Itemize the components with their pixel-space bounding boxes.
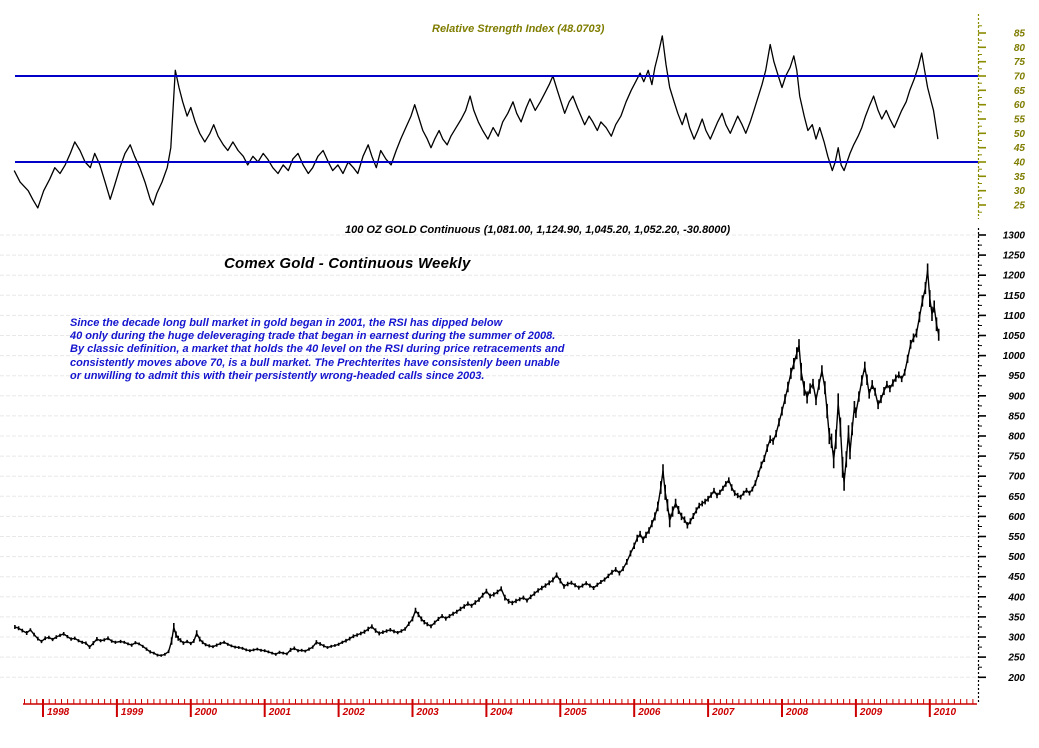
- price-axis-label: 350: [1008, 612, 1025, 623]
- annotation-line: By classic definition, a market that hol…: [70, 343, 565, 356]
- price-axis-label: 650: [1008, 492, 1025, 503]
- rsi-line: [13, 35, 939, 209]
- rsi-axis-label: 40: [1013, 158, 1026, 169]
- year-label: 2005: [563, 707, 587, 718]
- annotation-line: or unwilling to admit this with their pe…: [70, 369, 485, 382]
- rsi-axis-label: 75: [1014, 57, 1026, 68]
- price-axis-label: 1050: [1003, 331, 1026, 342]
- price-axis-label: 700: [1008, 472, 1025, 483]
- annotation-line: consistently moves above 70, is a bull m…: [70, 356, 560, 369]
- price-axis-label: 1150: [1003, 291, 1025, 302]
- annotation-line: Since the decade long bull market in gol…: [70, 317, 503, 329]
- price-axis-label: 750: [1008, 452, 1025, 463]
- rsi-axis-label: 85: [1014, 29, 1026, 40]
- year-label: 2000: [194, 707, 218, 718]
- year-label: 2008: [785, 707, 809, 718]
- annotation-text: Since the decade long bull market in gol…: [70, 317, 565, 383]
- price-close-line: [14, 269, 940, 657]
- rsi-axis-label: 30: [1014, 186, 1026, 197]
- rsi-axis-label: 45: [1013, 143, 1026, 154]
- price-axis-label: 850: [1008, 411, 1025, 422]
- price-axis-label: 550: [1008, 532, 1025, 543]
- rsi-axis-label: 55: [1014, 115, 1026, 126]
- year-label: 1999: [121, 707, 144, 718]
- year-label: 2002: [342, 707, 366, 718]
- rsi-axis-label: 70: [1014, 72, 1026, 83]
- year-label: 1998: [47, 707, 70, 718]
- price-axis-label: 1200: [1003, 271, 1026, 282]
- price-axis-label: 800: [1008, 432, 1025, 443]
- price-axis-label: 500: [1008, 552, 1025, 563]
- rsi-axis-label: 35: [1014, 172, 1026, 183]
- price-axis-label: 200: [1007, 673, 1025, 684]
- rsi-axis-label: 25: [1013, 201, 1026, 212]
- price-axis-label: 900: [1008, 391, 1025, 402]
- price-axis-label: 1100: [1003, 311, 1025, 322]
- year-label: 2001: [268, 707, 292, 718]
- price-axis-label: 1000: [1003, 351, 1026, 362]
- chart-label: Comex Gold - Continuous Weekly: [224, 255, 471, 272]
- price-axis-label: 250: [1007, 653, 1025, 664]
- rsi-axis-label: 80: [1014, 43, 1026, 54]
- year-label: 2009: [859, 707, 883, 718]
- price-axis-label: 1250: [1003, 251, 1026, 262]
- annotation-line: 40 only during the huge deleveraging tra…: [70, 330, 556, 343]
- price-axis-label: 400: [1007, 592, 1025, 603]
- price-axis-label: 1300: [1003, 231, 1026, 242]
- rsi-axis-label: 65: [1014, 86, 1026, 97]
- price-axis-label: 600: [1008, 512, 1025, 523]
- year-label: 2007: [711, 707, 735, 718]
- year-label: 2010: [933, 707, 957, 718]
- price-axis-label: 300: [1008, 633, 1025, 644]
- rsi-axis-label: 50: [1014, 129, 1026, 140]
- rsi-panel-title: Relative Strength Index (48.0703): [432, 23, 605, 35]
- price-axis-label: 450: [1007, 572, 1025, 583]
- price-axis-label: 950: [1008, 371, 1025, 382]
- price-panel-title: 100 OZ GOLD Continuous (1,081.00, 1,124.…: [345, 224, 731, 236]
- rsi-axis-label: 60: [1014, 100, 1026, 111]
- year-label: 2003: [416, 707, 440, 718]
- year-label: 2004: [489, 707, 513, 718]
- year-label: 2006: [637, 707, 661, 718]
